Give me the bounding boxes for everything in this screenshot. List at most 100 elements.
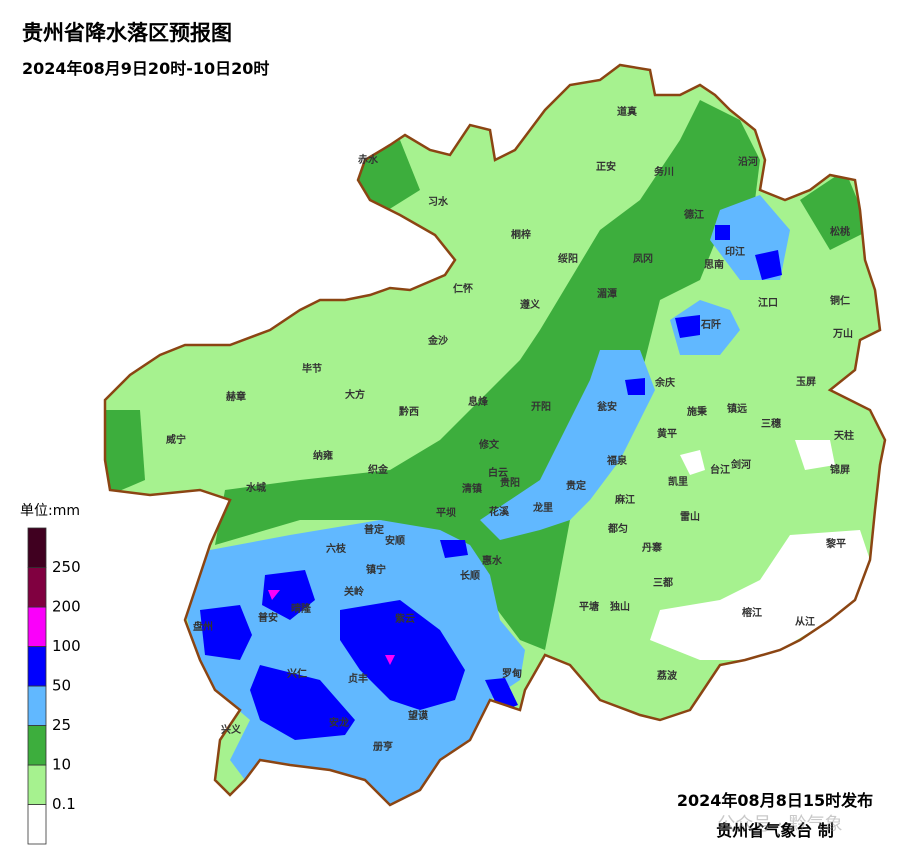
place-label: 从江 xyxy=(795,615,815,628)
place-label: 赫章 xyxy=(226,390,246,403)
place-label: 贵定 xyxy=(566,479,586,492)
place-label: 纳雍 xyxy=(313,449,333,462)
legend-label: 10 xyxy=(52,756,71,774)
legend-swatch xyxy=(27,567,47,608)
place-label: 桐梓 xyxy=(511,228,531,241)
place-label: 册亨 xyxy=(373,740,393,753)
rain-area xyxy=(485,678,518,712)
place-label: 金沙 xyxy=(427,334,448,347)
legend-swatch xyxy=(27,764,47,805)
legend-swatch xyxy=(27,804,47,845)
place-label: 习水 xyxy=(428,195,449,208)
place-label: 绥阳 xyxy=(558,252,578,265)
rain-area xyxy=(650,530,870,660)
place-label: 安龙 xyxy=(329,716,349,729)
place-label: 息烽 xyxy=(468,395,489,408)
place-label: 剑河 xyxy=(730,458,751,471)
legend-label: 50 xyxy=(52,677,71,695)
rain-area xyxy=(215,100,760,650)
place-label: 织金 xyxy=(368,463,389,476)
place-label: 长顺 xyxy=(460,569,480,582)
legend-label: 200 xyxy=(52,598,81,616)
place-label: 遵义 xyxy=(520,298,541,311)
place-label: 龙里 xyxy=(532,501,553,514)
place-label: 凯里 xyxy=(668,475,688,488)
legend-label: 250 xyxy=(52,558,81,576)
rain-area xyxy=(680,450,705,475)
place-label: 湄潭 xyxy=(597,287,617,300)
legend-swatch xyxy=(27,527,47,568)
rain-area xyxy=(200,605,252,660)
rain-area xyxy=(340,600,465,710)
issuer: 贵州省气象台 制 xyxy=(716,821,834,840)
place-label: 平塘 xyxy=(579,600,599,613)
place-label: 三穗 xyxy=(761,417,781,430)
place-label: 福泉 xyxy=(606,454,628,467)
place-label: 荔波 xyxy=(656,669,678,682)
legend-label: 25 xyxy=(52,716,71,734)
rain-area xyxy=(262,570,315,620)
place-label: 三都 xyxy=(653,576,673,589)
place-label: 麻江 xyxy=(614,493,635,506)
place-label: 丹寨 xyxy=(642,541,662,554)
rain-area xyxy=(440,540,468,558)
place-label: 德江 xyxy=(683,208,704,221)
legend-swatch xyxy=(27,646,47,687)
place-label: 铜仁 xyxy=(830,294,850,307)
place-label: 望谟 xyxy=(408,709,429,722)
rain-area xyxy=(670,300,740,355)
legend-label: 100 xyxy=(52,637,81,655)
place-label: 开阳 xyxy=(531,401,551,413)
place-label: 贞丰 xyxy=(348,672,368,685)
place-label: 黄平 xyxy=(657,427,677,440)
place-label: 万山 xyxy=(832,327,853,340)
place-label: 镇远 xyxy=(727,402,747,415)
place-label: 瓮安 xyxy=(597,400,617,413)
place-label: 平坝 xyxy=(436,506,456,519)
place-label: 锦屏 xyxy=(830,463,850,476)
place-label: 榕江 xyxy=(742,606,762,619)
place-label: 独山 xyxy=(610,600,630,613)
place-label: 惠水 xyxy=(482,554,503,567)
place-label: 普定 xyxy=(364,523,384,536)
place-label: 石阡 xyxy=(700,318,721,331)
place-label: 大方 xyxy=(345,388,365,401)
place-label: 道真 xyxy=(617,105,637,118)
place-label: 花溪 xyxy=(489,505,510,518)
place-label: 天柱 xyxy=(834,429,854,442)
place-label: 余庆 xyxy=(654,376,675,389)
place-label: 玉屏 xyxy=(796,376,816,388)
place-label: 水城 xyxy=(245,481,266,494)
place-label: 黔西 xyxy=(399,405,419,418)
legend-unit: 单位:mm xyxy=(20,503,80,519)
legend-swatch xyxy=(27,685,47,726)
place-label: 兴义 xyxy=(221,723,242,736)
place-label: 盘州 xyxy=(193,620,213,633)
place-label: 江口 xyxy=(758,296,778,309)
place-label: 镇宁 xyxy=(366,563,386,576)
place-label: 黎平 xyxy=(826,537,846,550)
title: 贵州省降水落区预报图 xyxy=(22,21,232,45)
place-label: 赤水 xyxy=(358,153,379,166)
place-label: 台江 xyxy=(710,463,730,476)
place-label: 修文 xyxy=(478,438,500,451)
place-label: 思南 xyxy=(704,258,724,271)
place-label: 兴仁 xyxy=(287,667,307,680)
rain-area xyxy=(340,140,420,215)
place-label: 仁怀 xyxy=(453,282,473,295)
place-label: 晴隆 xyxy=(291,602,312,615)
rain-area xyxy=(385,655,395,665)
place-label: 贵阳 xyxy=(500,476,520,489)
place-label: 都匀 xyxy=(607,522,628,535)
rain-area xyxy=(715,225,730,240)
place-label: 雷山 xyxy=(680,510,700,523)
rain-area xyxy=(105,410,145,495)
place-label: 凤冈 xyxy=(633,253,653,265)
place-label: 务川 xyxy=(654,165,674,178)
rain-area xyxy=(800,170,870,250)
place-label: 紫云 xyxy=(395,612,415,625)
place-label: 普安 xyxy=(258,611,278,624)
rain-area xyxy=(480,350,655,540)
